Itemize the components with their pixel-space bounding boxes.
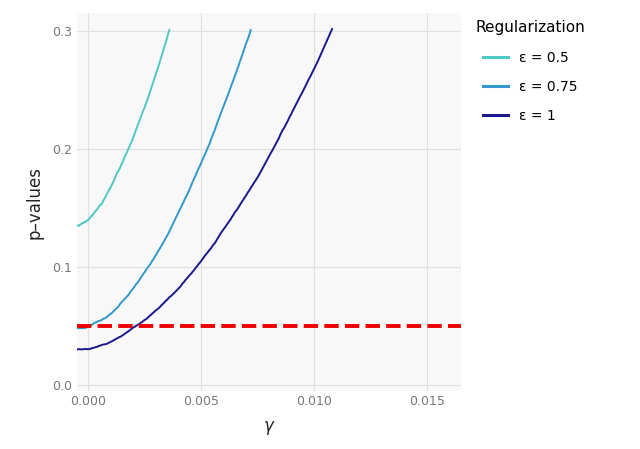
Y-axis label: p–values: p–values (26, 166, 44, 238)
X-axis label: γ: γ (264, 417, 274, 435)
Legend: ε = 0.5, ε = 0.75, ε = 1: ε = 0.5, ε = 0.75, ε = 1 (476, 20, 585, 123)
